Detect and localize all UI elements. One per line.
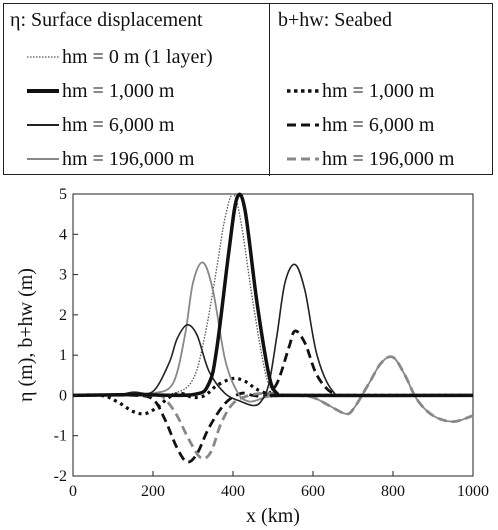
legend-divider	[269, 4, 270, 176]
legend-label: hm = 6,000 m	[62, 113, 175, 136]
x-tick-label: 600	[301, 483, 325, 500]
x-tick-label: 0	[69, 483, 77, 500]
legend-entry-eta-1000m: hm = 1,000 m	[26, 74, 174, 108]
y-tick-label: -1	[54, 428, 67, 445]
legend-swatch-dotted-thin	[27, 56, 59, 58]
y-tick-label: 3	[59, 267, 67, 284]
y-tick-label: 2	[59, 307, 67, 324]
x-tick-label: 800	[381, 483, 405, 500]
legend-swatch-solid-thick	[27, 89, 59, 93]
legend-left-title: η: Surface displacement	[10, 9, 203, 31]
series-line-dotted-thin	[72, 193, 474, 397]
line-chart: 0 200 400 600 800 1000 -2 -1 0 1 2 3 4 5 x (km) η (m)…	[15, 186, 489, 527]
legend-label: hm = 196,000 m	[322, 147, 455, 170]
x-axis-label: x (km)	[246, 505, 300, 527]
legend-entry-eta-0m: hm = 0 m (1 layer)	[26, 40, 213, 74]
series-line-dashed-gray	[72, 355, 474, 460]
plot-frame	[72, 193, 474, 477]
series-line-solid-thick	[72, 192, 474, 398]
y-tick-label: 4	[59, 226, 67, 243]
legend-swatch-solid	[27, 124, 59, 126]
y-tick-label: 1	[59, 347, 67, 364]
y-tick-label: -2	[54, 468, 67, 485]
legend-entry-seabed-1000m: hm = 1,000 m	[286, 74, 434, 108]
legend-swatch-dotted-thick	[287, 89, 319, 93]
legend-box: η: Surface displacement b+hw: Seabed hm …	[3, 3, 493, 176]
series-line-solid	[72, 263, 474, 407]
legend-entry-eta-6000m: hm = 6,000 m	[26, 108, 174, 142]
x-tick-label: 400	[221, 483, 245, 500]
legend-swatch-solid-gray	[27, 158, 59, 160]
legend-label: hm = 1,000 m	[322, 79, 435, 102]
legend-entry-seabed-6000m: hm = 6,000 m	[286, 108, 434, 142]
tick-layer: 0 200 400 600 800 1000 -2 -1 0 1 2 3 4 5	[54, 186, 489, 500]
y-tick-label: 0	[59, 387, 67, 404]
legend-right-title: b+hw: Seabed	[278, 9, 393, 31]
y-axis-label: η (m), b+hw (m)	[15, 268, 37, 402]
legend-swatch-dashed	[287, 123, 319, 127]
y-tick-label: 5	[59, 186, 67, 203]
legend-label: hm = 1,000 m	[62, 79, 175, 102]
legend-label: hm = 6,000 m	[322, 113, 435, 136]
x-tick-label: 1000	[457, 483, 489, 500]
x-tick-label: 200	[141, 483, 165, 500]
legend-label: hm = 0 m (1 layer)	[62, 45, 213, 68]
legend-entry-seabed-196000m: hm = 196,000 m	[286, 142, 454, 176]
series-layer	[72, 192, 474, 464]
legend-label: hm = 196,000 m	[62, 147, 195, 170]
series-line-solid-gray	[72, 261, 474, 423]
legend-swatch-dashed-gray	[287, 157, 319, 161]
legend-entry-eta-196000m: hm = 196,000 m	[26, 142, 194, 176]
